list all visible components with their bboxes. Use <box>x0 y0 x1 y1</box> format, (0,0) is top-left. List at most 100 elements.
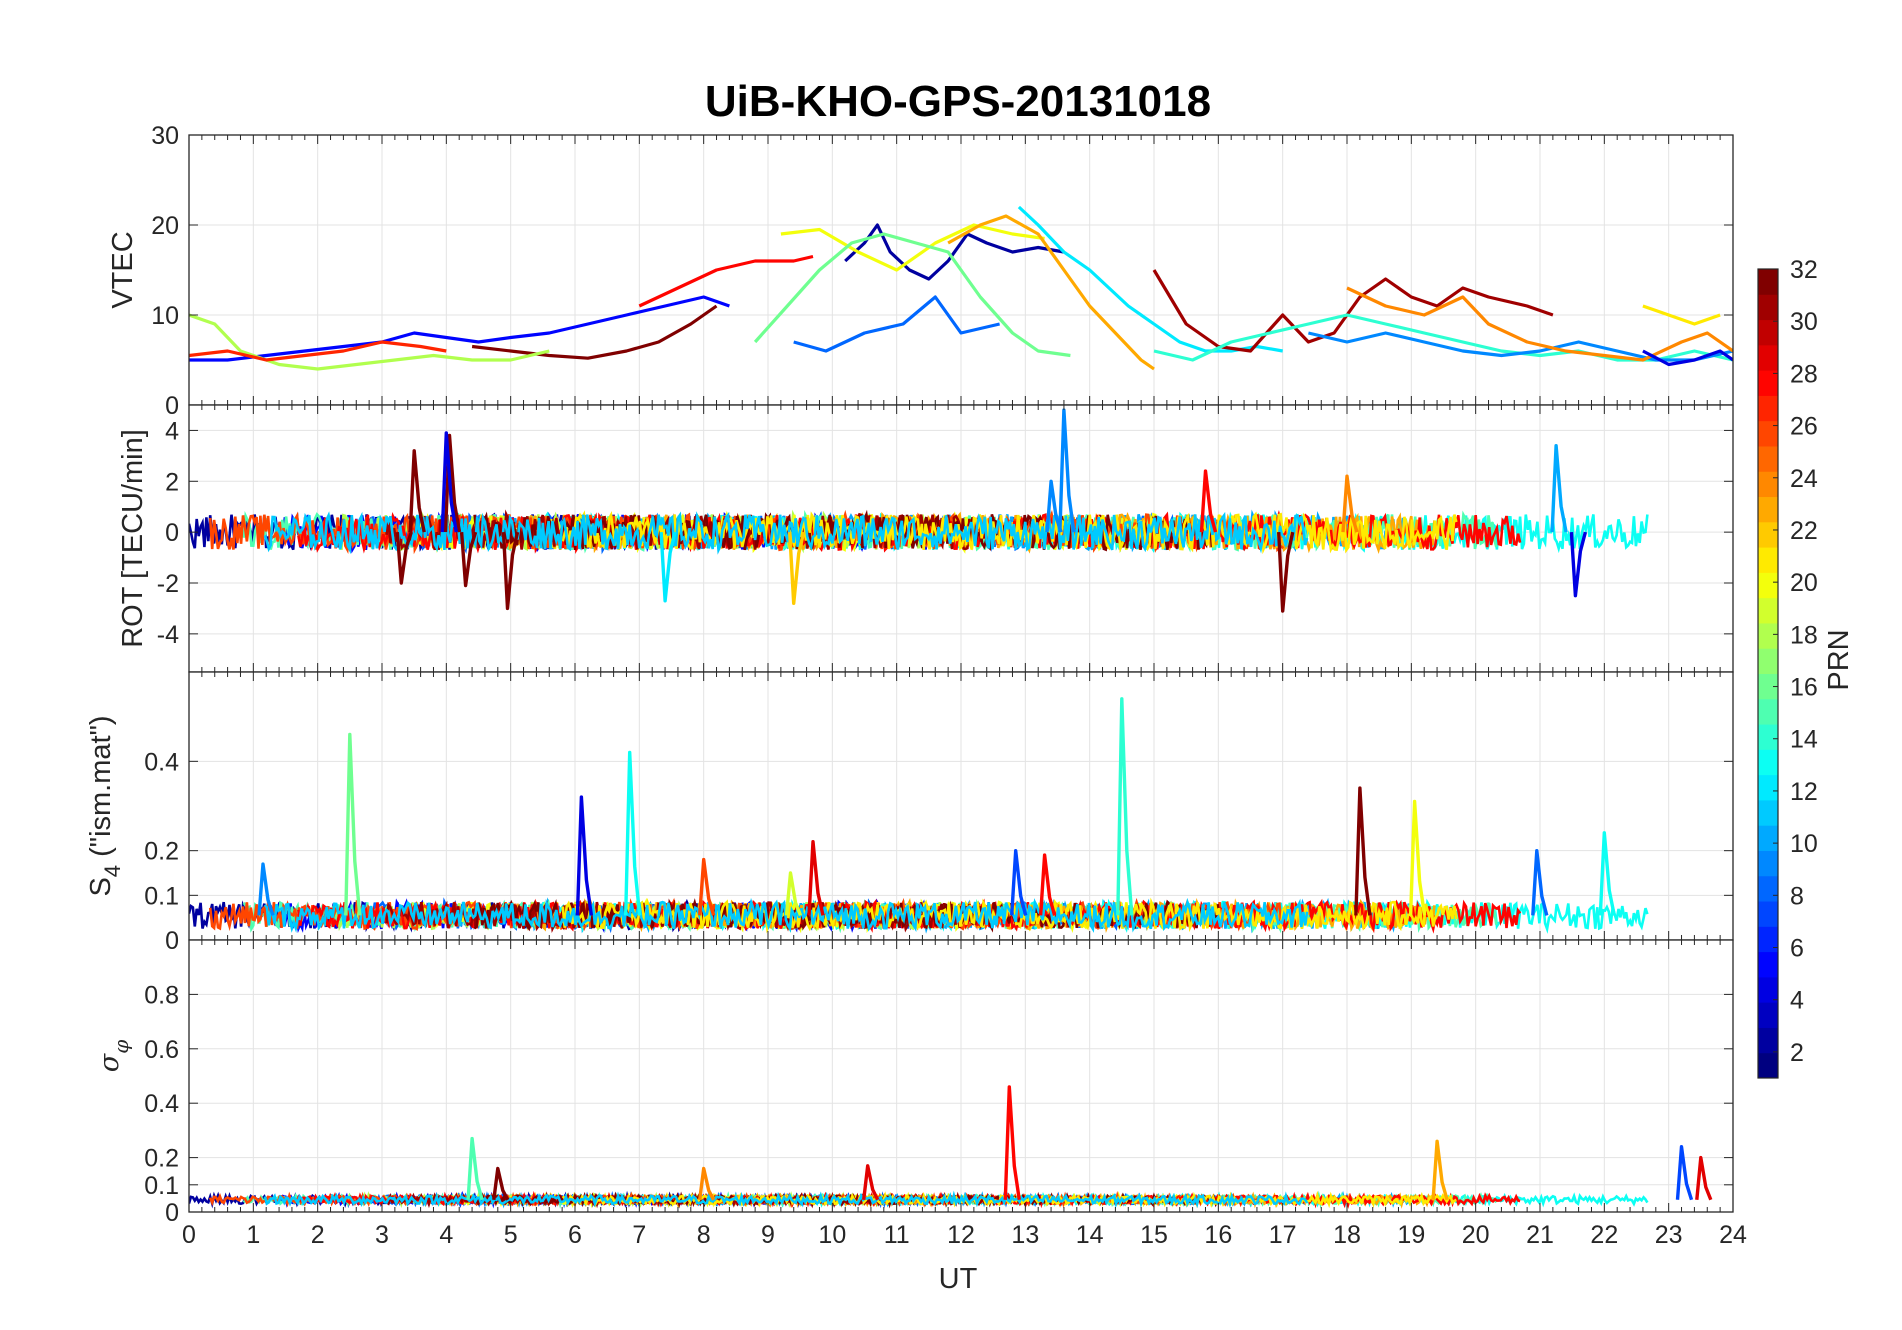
colorbar-swatch <box>1758 622 1778 649</box>
chart-title: UiB-KHO-GPS-20131018 <box>705 77 1211 126</box>
y-tick-label: 0.6 <box>144 1036 179 1064</box>
colorbar-swatch <box>1758 951 1778 978</box>
x-tick-label: 15 <box>1140 1221 1168 1249</box>
x-tick-marks <box>188 940 1734 1212</box>
y-axis-ticks: 0 0.1 0.2 0.4 <box>144 748 1733 955</box>
spike-prn-32 <box>501 531 520 611</box>
spike-prn-4 <box>575 795 594 916</box>
x-tick-label: 14 <box>1076 1221 1104 1249</box>
y-tick-label: 0.1 <box>144 1172 179 1200</box>
x-tick-label: 21 <box>1526 1221 1554 1249</box>
x-tick-label: 2 <box>311 1221 325 1249</box>
y-tick-label: 2 <box>165 468 179 496</box>
x-tick-label: 5 <box>504 1221 518 1249</box>
panel-vtec: 0 10 20 30 VTEC <box>107 122 1734 420</box>
spike-prn-9 <box>257 862 275 916</box>
colorbar-swatch <box>1758 1002 1778 1028</box>
noise-prn-11 <box>263 1190 1309 1209</box>
colorbar-swatch <box>1758 521 1778 548</box>
series-line-prn-32 <box>471 304 718 360</box>
x-axis-label: UT <box>939 1263 978 1295</box>
y-tick-label: 0 <box>165 927 179 955</box>
panel-s4: 0 0.1 0.2 0.4 S4 ("ism.mat") <box>85 671 1734 955</box>
series-line-prn-16 <box>753 232 1071 358</box>
colorbar-tick-label: 2 <box>1790 1039 1804 1067</box>
spike-prn-13 <box>624 750 642 916</box>
colorbar-tick-label: 8 <box>1790 882 1804 910</box>
colorbar-tick-label: 26 <box>1790 413 1818 441</box>
x-tick-label: 13 <box>1011 1221 1039 1249</box>
spike-prn-23 <box>1431 1139 1449 1201</box>
spike-prn-20 <box>1408 799 1427 916</box>
colorbar-swatch <box>1758 471 1778 498</box>
spike-prn-28 <box>1199 469 1218 533</box>
x-tick-label: 12 <box>947 1221 975 1249</box>
data-layer <box>189 697 1649 934</box>
colorbar-swatch <box>1758 976 1778 1003</box>
x-tick-label: 18 <box>1333 1221 1361 1249</box>
colorbar-swatch <box>1758 395 1778 422</box>
spike-prn-13 <box>1598 831 1616 916</box>
y-tick-label: 0 <box>165 519 179 547</box>
spike-prn-32 <box>459 531 478 588</box>
y-tick-label: 0.2 <box>144 838 179 866</box>
spike-prn-22 <box>788 531 806 605</box>
colorbar-swatch <box>1758 547 1778 573</box>
data-layer <box>189 408 1649 613</box>
x-tick-label: 9 <box>761 1221 775 1249</box>
noise-band <box>189 1190 1649 1209</box>
colorbar-swatch <box>1758 825 1778 851</box>
colorbar-swatch <box>1758 648 1778 674</box>
data-layer <box>189 1085 1713 1209</box>
y-tick-label: 0.2 <box>144 1145 179 1173</box>
spike-prn-16 <box>344 732 362 916</box>
colorbar-tick-label: 32 <box>1790 256 1818 284</box>
spike-prn-12 <box>659 531 677 603</box>
y-axis-label: ROT [TECU/min] <box>117 429 149 648</box>
x-tick-label: 20 <box>1462 1221 1490 1249</box>
spike-prn-32 <box>1277 531 1295 613</box>
colorbar-swatch <box>1758 269 1778 295</box>
series-line-prn-8 <box>793 295 1000 353</box>
x-tick-label: 10 <box>818 1221 846 1249</box>
colorbar-tick-label: 14 <box>1790 726 1818 754</box>
spike-prn-14 <box>1116 697 1134 916</box>
x-tick-marks <box>188 135 1734 405</box>
y-tick-label: -2 <box>157 570 179 598</box>
series-line-prn-23 <box>947 214 1155 371</box>
colorbar-tick-label: 22 <box>1790 517 1818 545</box>
colorbar-tick-label: 30 <box>1790 308 1818 336</box>
x-tick-label: 16 <box>1204 1221 1232 1249</box>
series-line-prn-21 <box>1642 304 1721 326</box>
x-tick-marks <box>188 672 1734 940</box>
colorbar-tick-label: 6 <box>1790 935 1804 963</box>
colorbar-swatch <box>1758 774 1778 801</box>
y-axis-ticks: -4 -2 0 2 4 <box>157 417 1733 649</box>
noise-band <box>189 897 1649 934</box>
y-tick-label: 30 <box>151 122 179 150</box>
spike-prn-7 <box>1675 1144 1694 1201</box>
data-layer <box>189 205 1733 371</box>
x-tick-label: 3 <box>375 1221 389 1249</box>
spike-prn-10 <box>1550 444 1568 533</box>
colorbar-swatch <box>1758 445 1778 472</box>
y-axis-ticks: 00.10.2 0.4 0.6 0.8 <box>144 981 1733 1227</box>
spike-prn-32 <box>395 531 413 585</box>
colorbar-swatch <box>1758 597 1778 624</box>
colorbar-swatch <box>1758 1027 1778 1054</box>
colorbar-swatch <box>1758 724 1778 750</box>
y-axis-label: σφ <box>94 1040 133 1072</box>
x-tick-label: 1 <box>246 1221 260 1249</box>
x-tick-marks <box>188 405 1734 672</box>
spike-prn-29 <box>862 1164 880 1201</box>
colorbar-swatch <box>1758 749 1778 776</box>
spike-prn-24 <box>698 1166 716 1201</box>
colorbar-swatch <box>1758 420 1778 447</box>
y-tick-label: -4 <box>157 621 179 649</box>
colorbar-swatch <box>1758 572 1778 599</box>
panel-sigma: 00.10.2 0.4 0.6 0.8 σφ <box>94 939 1734 1227</box>
series-line-prn-20 <box>780 223 1045 272</box>
x-axis-ticks: 0 1 2 3 4 5 6 7 8 9 10 11 12 13 14 15 16 17 18 19 20 21 22 23 24 <box>182 1221 1747 1249</box>
